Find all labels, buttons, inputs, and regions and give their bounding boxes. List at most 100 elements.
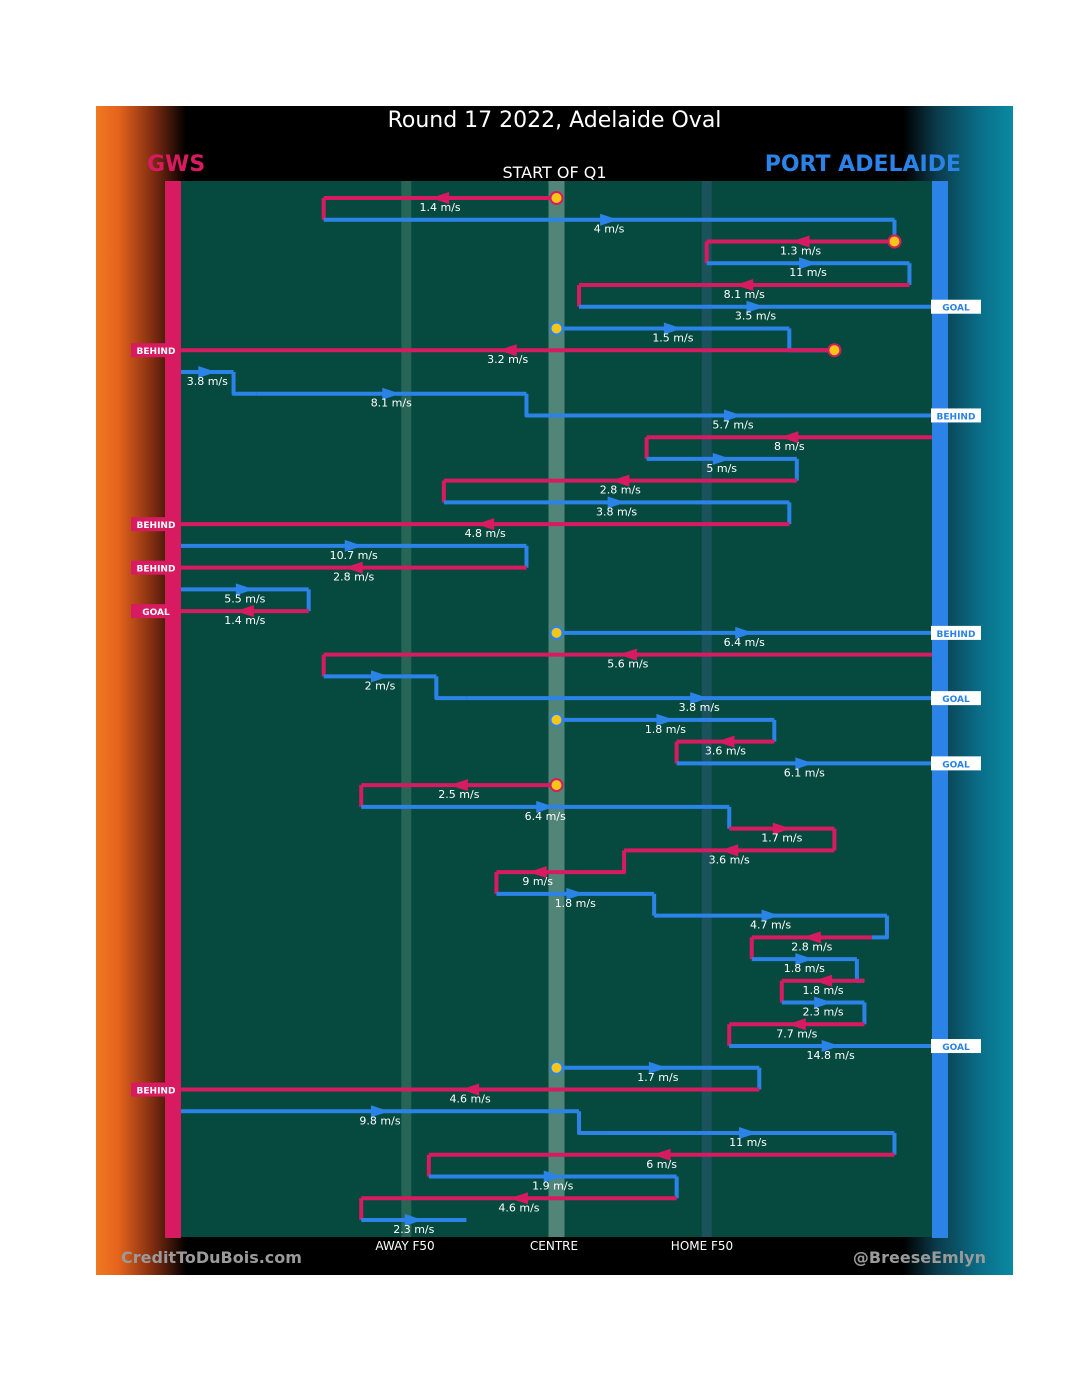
- chain-layer: 1.4 m/s 4 m/s 1.3 m/s 11 m/s 8.1 m/s 3.5 m/s G…: [131, 191, 981, 1236]
- outcome-badge-21: [931, 625, 981, 640]
- chain-arrow-17: [344, 539, 363, 552]
- chain-speed-label-14: 2.8 m/s: [600, 484, 641, 497]
- outcome-badge-18: [131, 560, 181, 575]
- chain-start-marker-28: [549, 778, 564, 793]
- away-f50-label: AWAY F50: [375, 1239, 435, 1253]
- chain-arrow-7: [663, 322, 682, 335]
- home-team-name: GWS: [147, 152, 206, 177]
- chain-speed-label-3: 1.3 m/s: [780, 244, 821, 257]
- chain-speed-label-22: 5.6 m/s: [607, 658, 648, 671]
- chain-speed-label-7: 1.5 m/s: [652, 331, 693, 344]
- outcome-label-18: BEHIND: [137, 565, 176, 575]
- reference-line-1: [401, 181, 412, 1237]
- outcome-badge-16: [131, 517, 181, 532]
- outcome-badge-24: [931, 691, 981, 706]
- chain-speed-label-19: 5.5 m/s: [224, 592, 265, 605]
- chain-arrow-26: [716, 735, 735, 748]
- chain-speed-label-44: 11 m/s: [729, 1136, 767, 1149]
- chain-arrow-5: [735, 278, 754, 291]
- chain-arrow-44: [739, 1127, 758, 1140]
- chain-speed-label-28: 2.5 m/s: [438, 788, 479, 801]
- chain-speed-label-16: 4.8 m/s: [465, 527, 506, 540]
- outcome-label-6: GOAL: [942, 304, 970, 314]
- chain-arrow-8: [498, 344, 517, 357]
- chain-arrow-46: [543, 1170, 562, 1183]
- outcome-badge-8: [131, 343, 181, 358]
- chain-arrow-31: [720, 844, 739, 857]
- chain-arrow-10: [382, 387, 401, 400]
- centre-label: CENTRE: [529, 1239, 579, 1253]
- outcome-label-11: BEHIND: [937, 412, 976, 422]
- chain-speed-label-4: 11 m/s: [789, 266, 827, 279]
- chart-frame: 1.4 m/s 4 m/s 1.3 m/s 11 m/s 8.1 m/s 3.5 m/s G…: [96, 106, 1013, 1275]
- chain-speed-label-47: 4.6 m/s: [498, 1201, 539, 1214]
- chain-speed-label-12: 8 m/s: [774, 440, 805, 453]
- chain-speed-label-40: 14.8 m/s: [807, 1049, 855, 1062]
- reference-line-3: [701, 181, 712, 1237]
- outcome-label-8: BEHIND: [137, 347, 176, 357]
- chain-arrow-22: [618, 648, 637, 661]
- chain-arrow-27: [795, 757, 814, 770]
- chain-speed-label-6: 3.5 m/s: [735, 310, 776, 323]
- chain-arrow-9: [198, 365, 217, 378]
- chain-speed-label-30: 1.7 m/s: [761, 832, 802, 845]
- chain-arrow-39: [787, 1018, 806, 1031]
- chain-speed-label-25: 1.8 m/s: [645, 723, 686, 736]
- chain-speed-label-35: 2.8 m/s: [791, 940, 832, 953]
- chain-start-marker-8: [827, 343, 842, 358]
- chain-speed-label-5: 8.1 m/s: [724, 288, 765, 301]
- chain-speed-label-45: 6 m/s: [646, 1158, 677, 1171]
- credit-right: @BreeseEmlyn: [852, 1248, 986, 1267]
- chain-speed-label-8: 3.2 m/s: [487, 353, 528, 366]
- reference-line-2: [548, 181, 565, 1237]
- outcome-badge-42: [131, 1082, 181, 1097]
- outcome-badge-6: [931, 299, 981, 314]
- chain-speed-label-39: 7.7 m/s: [776, 1027, 817, 1040]
- chain-speed-label-36: 1.8 m/s: [784, 962, 825, 975]
- chain-arrow-38: [814, 996, 833, 1009]
- chain-arrow-48: [404, 1214, 423, 1226]
- chain-arrow-30: [772, 822, 791, 835]
- chain-arrow-1: [431, 192, 450, 204]
- chain-start-marker-41: [549, 1060, 564, 1075]
- chain-arrow-11: [723, 409, 742, 422]
- chain-speed-label-34: 4.7 m/s: [750, 919, 791, 932]
- outcome-label-21: BEHIND: [937, 630, 976, 640]
- chain-speed-label-15: 3.8 m/s: [596, 505, 637, 518]
- chain-start-marker-21: [549, 625, 564, 640]
- outcome-label-40: GOAL: [942, 1043, 970, 1053]
- chain-arrow-2: [600, 213, 619, 226]
- chain-speed-label-18: 2.8 m/s: [333, 571, 374, 584]
- chain-arrow-41: [648, 1061, 667, 1074]
- chain-speed-label-42: 4.6 m/s: [450, 1093, 491, 1106]
- chain-arrow-4: [799, 257, 818, 270]
- chain-speed-label-26: 3.6 m/s: [705, 745, 746, 758]
- chain-arrow-6: [746, 300, 765, 313]
- chain-arrow-20: [235, 605, 254, 618]
- chain-arrow-12: [780, 431, 799, 444]
- outcome-label-24: GOAL: [942, 695, 970, 705]
- chain-arrow-33: [566, 887, 585, 900]
- chain-arrow-13: [712, 452, 731, 465]
- away-goal-bar: [932, 181, 948, 1238]
- chain-speed-label-2: 4 m/s: [594, 223, 625, 236]
- chain-speed-label-31: 3.6 m/s: [709, 853, 750, 866]
- possession-chain-chart: 1.4 m/s 4 m/s 1.3 m/s 11 m/s 8.1 m/s 3.5 m/s G…: [131, 181, 981, 1238]
- chain-arrow-23: [371, 670, 390, 683]
- chain-arrow-24: [690, 692, 709, 705]
- chain-speed-label-13: 5 m/s: [706, 462, 737, 475]
- chain-arrow-19: [235, 583, 254, 596]
- chain-arrow-47: [509, 1192, 528, 1205]
- chain-start-marker-1: [549, 191, 564, 205]
- chain-arrow-40: [821, 1040, 840, 1053]
- chain-arrow-21: [735, 626, 754, 639]
- home-f50-label: HOME F50: [670, 1239, 734, 1253]
- chain-speed-label-1: 1.4 m/s: [420, 201, 461, 214]
- chain-speed-label-24: 3.8 m/s: [679, 701, 720, 714]
- chain-speed-label-17: 10.7 m/s: [330, 549, 378, 562]
- chain-start-marker-7: [549, 321, 564, 336]
- outcome-label-42: BEHIND: [137, 1087, 176, 1097]
- start-label: START OF Q1: [502, 163, 607, 182]
- chain-start-marker-25: [549, 712, 564, 727]
- chain-speed-label-46: 1.9 m/s: [532, 1180, 573, 1193]
